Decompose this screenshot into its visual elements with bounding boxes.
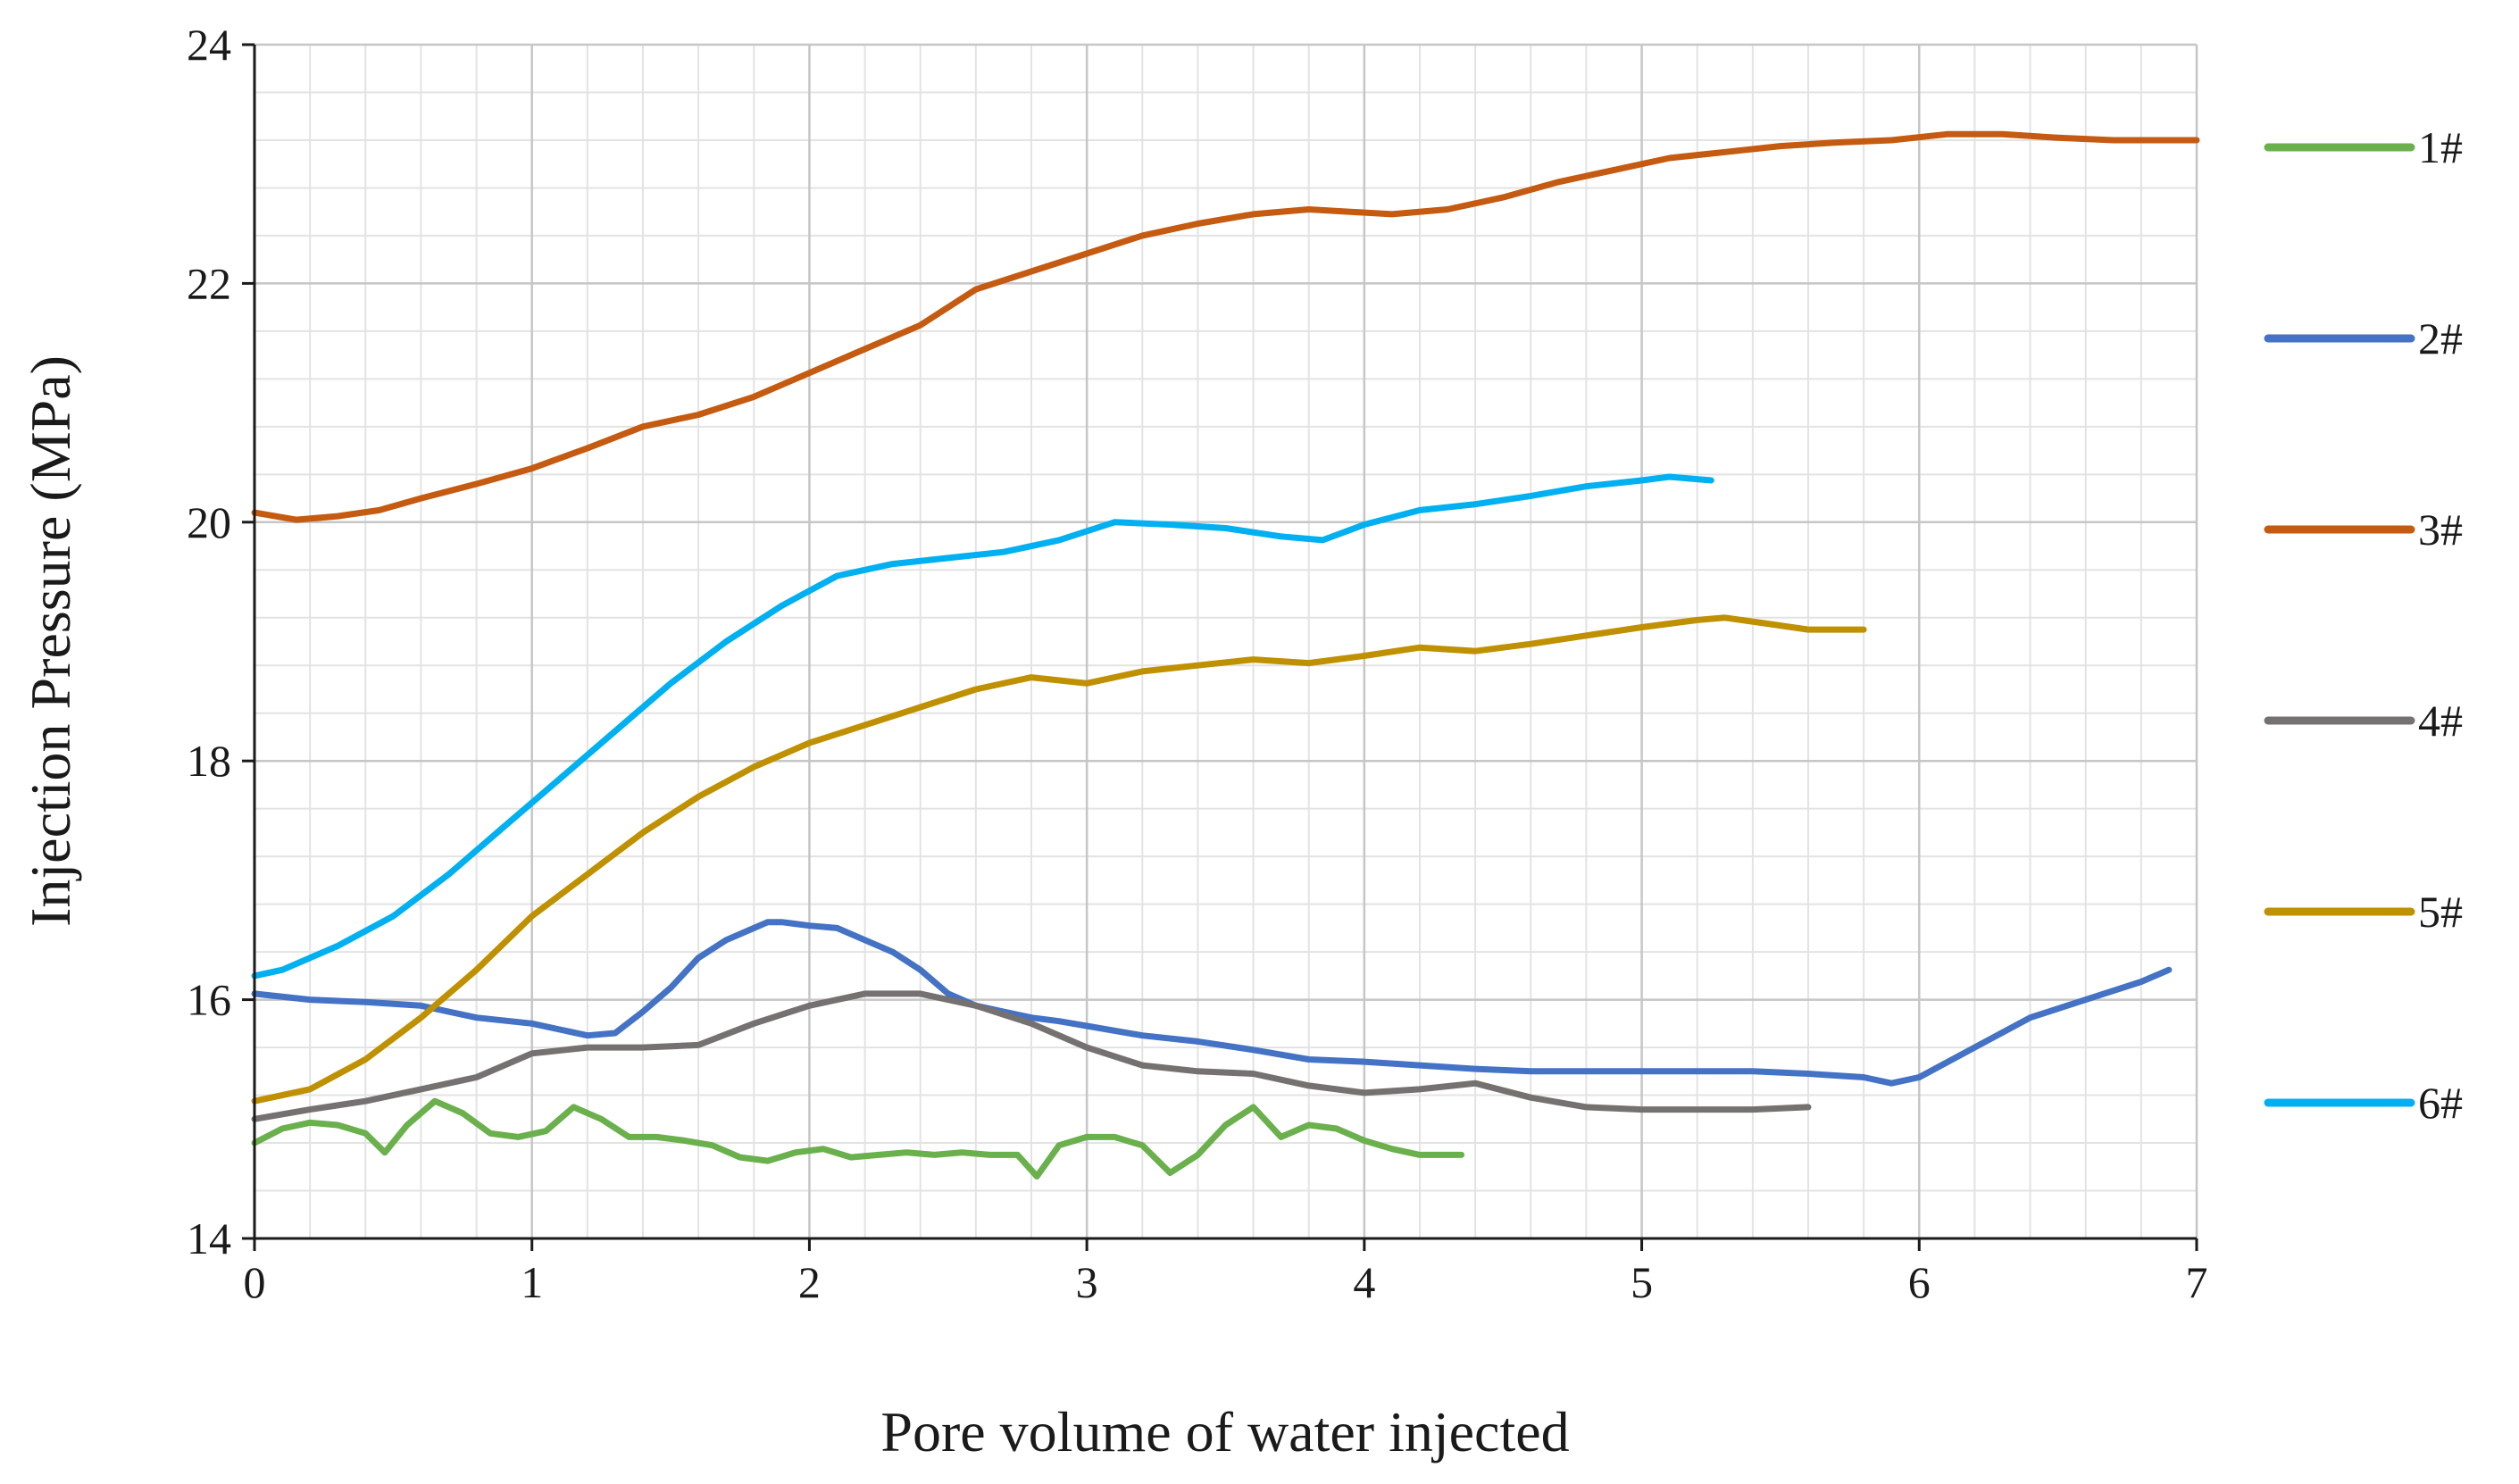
- x-tick-label: 1: [521, 1257, 543, 1307]
- y-tick-label: 18: [187, 736, 231, 786]
- series-line-5: [251, 614, 1867, 1105]
- y-axis-title: Injection Pressure (MPa): [19, 355, 82, 927]
- y-tick-label: 22: [187, 258, 231, 308]
- y-tick-label: 16: [187, 975, 231, 1025]
- x-tick-label: 4: [1353, 1257, 1375, 1307]
- legend-item-5: 5#: [2264, 887, 2463, 937]
- series-line-4: [251, 990, 1812, 1122]
- series-line-6: [251, 473, 1714, 980]
- x-tick-label: 6: [1908, 1257, 1931, 1307]
- x-tick-label: 2: [798, 1257, 821, 1307]
- legend-item-1: 1#: [2264, 122, 2463, 172]
- y-tick-label: 24: [187, 20, 231, 70]
- axis-ticks: [242, 43, 2198, 1251]
- series-lines: [251, 130, 2200, 1180]
- x-tick-label: 3: [1076, 1257, 1098, 1307]
- series-line-2: [251, 919, 2173, 1087]
- legend-label: 4#: [2418, 696, 2463, 746]
- legend-label: 3#: [2418, 504, 2463, 554]
- series-line-1: [251, 1097, 1465, 1180]
- y-tick-label: 14: [187, 1213, 231, 1263]
- legend-item-2: 2#: [2264, 313, 2463, 363]
- legend-label: 5#: [2418, 887, 2463, 937]
- y-tick-label: 20: [187, 497, 231, 547]
- series-line-3: [251, 130, 2200, 523]
- legend-label: 6#: [2418, 1078, 2463, 1128]
- legend-label: 1#: [2418, 122, 2463, 172]
- x-axis-title: Pore volume of water injected: [880, 1400, 1569, 1463]
- legend: 1# 2# 3# 4# 5# 6#: [2264, 122, 2463, 1128]
- legend-item-3: 3#: [2264, 504, 2463, 554]
- x-tick-label: 5: [1631, 1257, 1653, 1307]
- legend-item-6: 6#: [2264, 1078, 2463, 1128]
- x-tick-label: 0: [244, 1257, 266, 1307]
- legend-label: 2#: [2418, 313, 2463, 363]
- x-tick-label: 7: [2186, 1257, 2208, 1307]
- tick-labels: 0 1 2 3 4 5 6 7 14 16 18 20 22 24: [187, 20, 2208, 1307]
- axes: [253, 45, 2197, 1240]
- legend-item-4: 4#: [2264, 696, 2463, 746]
